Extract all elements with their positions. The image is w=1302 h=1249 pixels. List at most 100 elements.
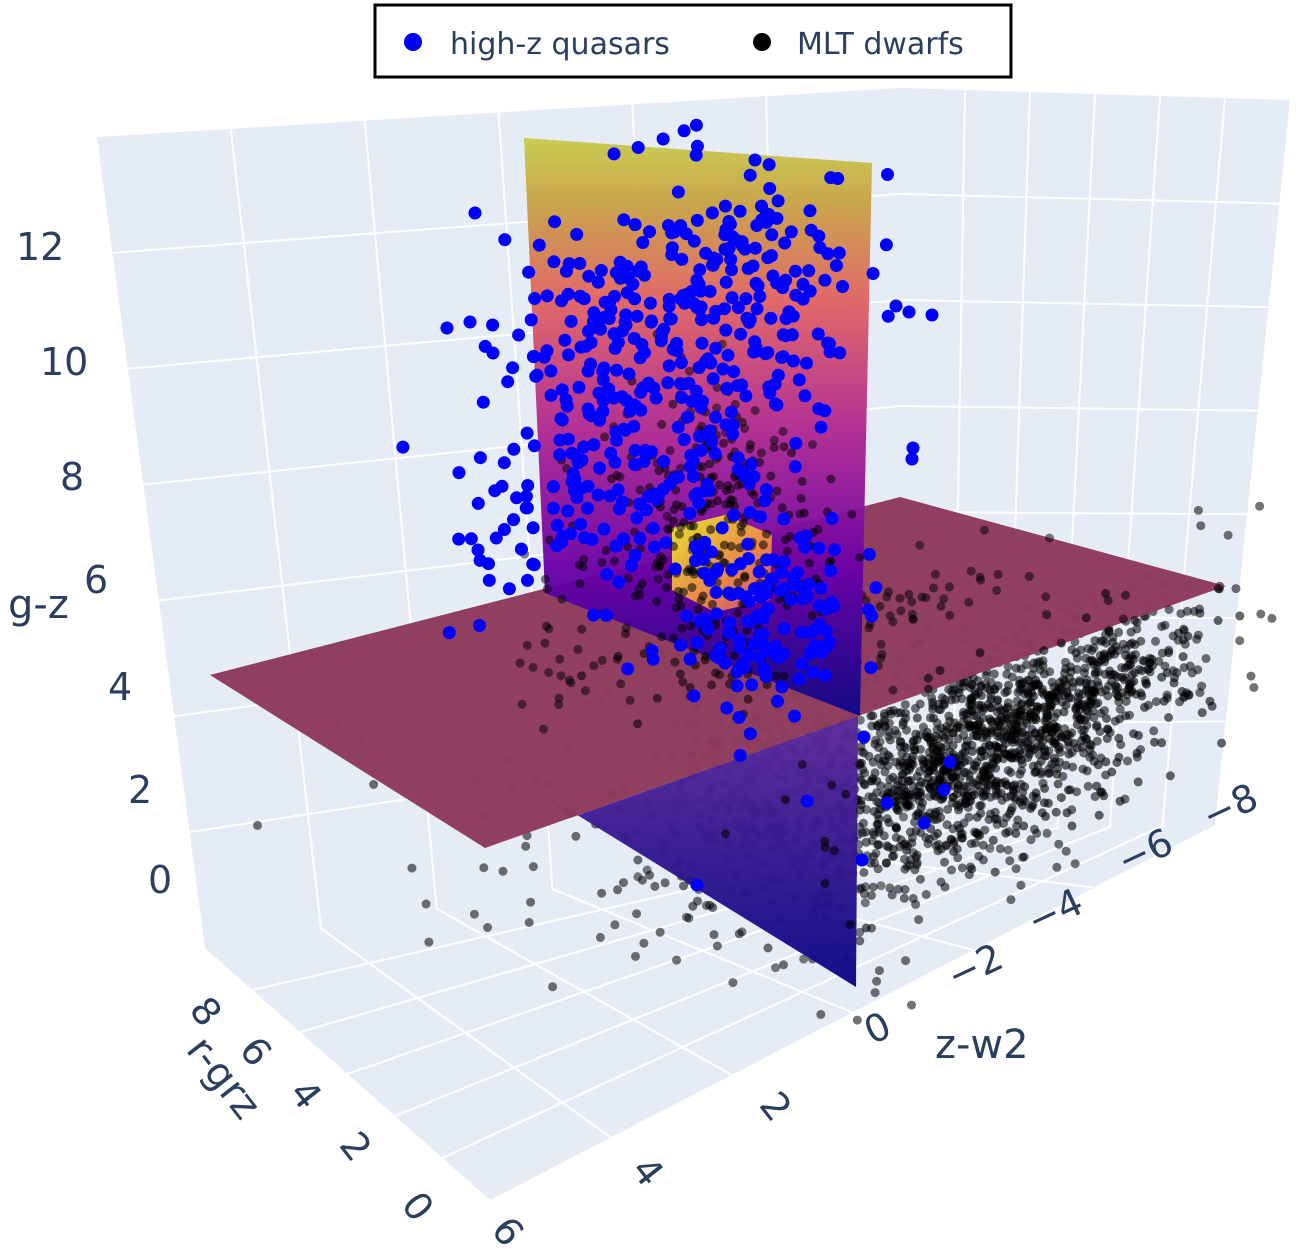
high-z-quasar-point: [693, 263, 707, 277]
mlt-dwarf-point: [1082, 683, 1092, 693]
mlt-dwarf-point: [631, 951, 640, 961]
high-z-quasar-point: [715, 521, 729, 535]
mlt-dwarf-point: [616, 679, 626, 689]
mlt-dwarf-point: [750, 406, 760, 416]
mlt-dwarf-point: [719, 540, 729, 550]
mlt-dwarf-point: [1011, 663, 1021, 673]
y-axis-tick-label: 4: [281, 1071, 331, 1117]
legend[interactable]: high-z quasars MLT dwarfs: [373, 3, 1013, 79]
high-z-quasar-point: [548, 215, 562, 229]
high-z-quasar-point: [703, 284, 717, 298]
legend-label-quasars[interactable]: high-z quasars: [450, 27, 670, 62]
high-z-quasar-point: [628, 443, 642, 457]
mlt-dwarf-point: [899, 783, 909, 793]
high-z-quasar-point: [677, 433, 691, 447]
mlt-dwarf-point: [1020, 782, 1030, 792]
mlt-dwarf-point: [1115, 704, 1125, 714]
mlt-dwarf-point: [874, 966, 884, 976]
mlt-dwarf-point: [929, 790, 939, 800]
mlt-dwarf-point: [661, 582, 671, 592]
mlt-dwarf-point: [870, 858, 880, 868]
mlt-dwarf-point: [906, 759, 916, 769]
high-z-quasar-point: [628, 218, 642, 232]
high-z-quasar-point: [646, 521, 660, 535]
mlt-dwarf-point: [981, 730, 991, 739]
high-z-quasar-point: [798, 540, 812, 554]
high-z-quasar-point: [917, 816, 931, 830]
high-z-quasar-point: [645, 644, 659, 658]
mlt-dwarf-point: [1105, 728, 1115, 738]
high-z-quasar-point: [600, 568, 614, 581]
high-z-quasar-point: [612, 502, 626, 516]
high-z-quasar-point: [564, 314, 578, 328]
high-z-quasar-point: [906, 441, 920, 455]
high-z-quasar-point: [695, 313, 708, 327]
legend-label-dwarfs[interactable]: MLT dwarfs: [797, 27, 964, 62]
high-z-quasar-point: [763, 182, 777, 195]
high-z-quasar-point: [905, 452, 919, 466]
mlt-dwarf-point: [892, 805, 902, 815]
mlt-dwarf-point: [701, 651, 710, 661]
mlt-dwarf-point: [766, 471, 776, 481]
mlt-dwarf-point: [959, 781, 969, 791]
y-axis-tick-label: 8: [181, 988, 231, 1034]
high-z-quasar-point: [639, 503, 653, 517]
mlt-dwarf-point: [882, 858, 892, 868]
high-z-quasar-point: [819, 624, 833, 638]
high-z-quasar-point: [709, 585, 723, 599]
high-z-quasar-point: [643, 225, 656, 239]
mlt-dwarf-point: [689, 569, 699, 579]
high-z-quasar-point: [686, 470, 700, 483]
high-z-quasar-point: [719, 418, 733, 432]
high-z-quasar-point: [792, 373, 806, 387]
mlt-dwarf-point: [734, 929, 744, 939]
mlt-dwarf-point: [632, 909, 642, 919]
high-z-quasar-point: [690, 213, 704, 227]
mlt-dwarf-point: [706, 525, 716, 535]
high-z-quasar-point: [825, 595, 839, 609]
mlt-dwarf-point: [1119, 675, 1129, 685]
z-axis-title: g-z: [8, 582, 69, 628]
mlt-dwarf-point: [1011, 828, 1021, 838]
high-z-quasar-point: [710, 252, 724, 266]
mlt-dwarf-point: [679, 587, 688, 597]
mlt-dwarf-point: [1132, 624, 1142, 634]
high-z-quasar-point: [773, 584, 787, 598]
high-z-quasar-point: [743, 168, 757, 182]
mlt-dwarf-point: [775, 594, 785, 604]
mlt-dwarf-point: [707, 680, 716, 690]
mlt-dwarf-point: [1105, 666, 1115, 676]
high-z-quasar-point: [617, 213, 631, 227]
high-z-quasar-point: [521, 573, 534, 587]
mlt-dwarf-point: [860, 898, 870, 908]
mlt-dwarf-point: [1043, 798, 1053, 808]
mlt-dwarf-point: [1048, 737, 1058, 746]
high-z-quasar-point: [396, 440, 410, 454]
high-z-quasar-point: [553, 448, 567, 462]
mlt-dwarf-point: [557, 594, 567, 604]
high-z-quasar-point: [473, 619, 486, 632]
high-z-quasar-point: [498, 233, 512, 247]
mlt-dwarf-point: [1042, 716, 1052, 726]
mlt-dwarf-point: [954, 805, 963, 815]
mlt-dwarf-point: [967, 746, 977, 756]
mlt-dwarf-point: [1101, 757, 1111, 767]
mlt-dwarf-point: [1149, 726, 1159, 736]
high-z-quasar-point: [761, 251, 775, 265]
mlt-dwarf-point: [829, 846, 839, 855]
mlt-dwarf-point: [1256, 609, 1266, 619]
mlt-dwarf-point: [874, 840, 884, 850]
high-z-quasar-point: [488, 484, 502, 498]
mlt-dwarf-point: [982, 762, 992, 771]
mlt-dwarf-point: [993, 569, 1003, 579]
high-z-quasar-point: [667, 342, 681, 356]
mlt-dwarf-point: [1061, 700, 1071, 710]
mlt-dwarf-point: [967, 864, 977, 874]
mlt-dwarf-point: [975, 648, 985, 658]
mlt-dwarf-point: [763, 943, 773, 953]
mlt-dwarf-point: [554, 700, 564, 710]
high-z-quasar-point: [584, 336, 598, 349]
mlt-dwarf-point: [597, 558, 607, 567]
mlt-dwarf-point: [597, 655, 607, 665]
